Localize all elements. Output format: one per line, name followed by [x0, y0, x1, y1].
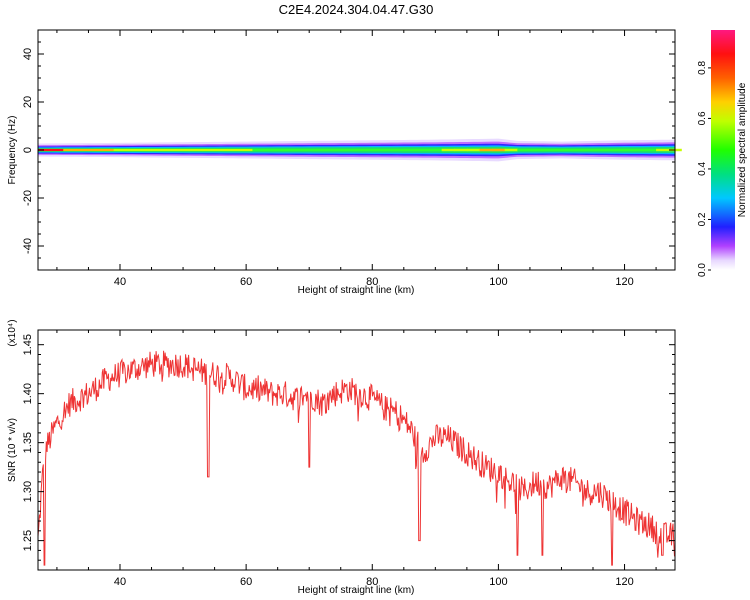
spectrogram-core-cell — [340, 148, 354, 152]
spectrogram-core-cell — [113, 148, 127, 152]
spectrogram-core-cell — [302, 148, 317, 152]
spectrogram-x-tick-label: 60 — [240, 276, 252, 288]
spectrogram-ticks: 40 60 80 100 120 -40 -20 0 20 40 — [22, 30, 675, 288]
colorbar-ticks: 0.0 0.2 0.4 0.6 0.8 — [697, 61, 711, 277]
spectrogram-core-cell — [63, 148, 77, 152]
spectrogram-core-cell — [416, 148, 430, 152]
spectrogram-core-cell — [365, 148, 380, 152]
spectrogram-x-tick-label: 80 — [366, 276, 378, 288]
snr-y-tick-label: 1.35 — [22, 432, 34, 453]
spectrogram-core-cell — [454, 148, 468, 152]
colorbar: 0.0 0.2 0.4 0.6 0.8 Normalized spectral ampl… — [697, 30, 748, 277]
spectrogram-core-cell — [214, 148, 228, 152]
spectrogram-core-cell — [277, 148, 291, 152]
spectrogram-y-tick-label: -20 — [22, 190, 34, 206]
spectrogram-core-cell — [88, 148, 102, 152]
spectrogram-core-cell — [466, 148, 480, 152]
snr-x-tick-label: 60 — [240, 576, 252, 588]
spectrogram-core-cell — [403, 148, 417, 152]
spectrogram-core-cell — [189, 148, 203, 152]
snr-x-tick-label: 40 — [114, 576, 126, 588]
spectrogram-core-cell — [504, 148, 518, 152]
spectrogram-x-axis-label: Height of straight line (km) — [298, 285, 415, 296]
colorbar-label: Normalized spectral amplitude — [737, 82, 748, 217]
spectrogram-core-cell — [643, 148, 657, 152]
snr-ticks: 40 60 80 100 120 1.25 1.30 1.35 1.40 1.45 — [22, 330, 675, 588]
colorbar-tick-label: 0.6 — [697, 111, 708, 125]
colorbar-tick-label: 0.4 — [697, 162, 708, 176]
spectrogram-band — [38, 138, 682, 162]
snr-y-tick-label: 1.40 — [22, 383, 34, 404]
snr-panel: 40 60 80 100 120 1.25 1.30 1.35 1.40 1.45 Height … — [7, 319, 676, 596]
figure-title: C2E4.2024.304.04.47.G30 — [279, 2, 434, 17]
snr-x-tick-label: 80 — [366, 576, 378, 588]
spectrogram-core-cell — [378, 148, 392, 152]
spectrogram-core-cell — [567, 148, 581, 152]
spectrogram-core-cell — [227, 148, 241, 152]
spectrogram-core-cell — [138, 148, 153, 152]
spectrogram-core-cell — [126, 148, 140, 152]
spectrogram-core-cell — [429, 148, 443, 152]
spectrogram-y-axis-label: Frequency (Hz) — [7, 116, 18, 185]
spectrogram-core-cell — [38, 148, 52, 152]
spectrogram-frame — [37, 29, 676, 271]
spectrogram-core-cell — [542, 148, 556, 152]
snr-frame — [37, 329, 676, 571]
spectrogram-core-cell — [50, 148, 64, 152]
spectrogram-core-cell — [441, 148, 455, 152]
snr-x-axis-label: Height of straight line (km) — [298, 585, 415, 596]
spectrogram-core-cell — [265, 148, 279, 152]
spectrogram-y-tick-label: 0 — [22, 147, 34, 153]
spectrogram-core-cell — [630, 148, 644, 152]
spectrogram-core-cell — [101, 148, 115, 152]
colorbar-tick-label: 0.0 — [697, 263, 708, 277]
snr-y-tick-label: 1.45 — [22, 334, 34, 355]
spectrogram-core-cell — [391, 148, 405, 152]
snr-plot-area — [38, 330, 675, 570]
spectrogram-core-cell — [605, 148, 619, 152]
spectrogram-y-tick-label: 20 — [22, 96, 34, 108]
spectrogram-core-cell — [151, 148, 165, 152]
spectrogram-core-cell — [618, 148, 632, 152]
spectrogram-x-tick-label: 40 — [114, 276, 126, 288]
snr-y-axis-label: SNR (10 * v/v) — [7, 418, 18, 482]
spectrogram-panel: 40 60 80 100 120 -40 -20 0 20 40 Height of straig… — [7, 29, 682, 296]
spectrogram-core-cell — [290, 148, 304, 152]
colorbar-tick-label: 0.2 — [697, 212, 708, 226]
spectrogram-core-cell — [555, 148, 569, 152]
spectrogram-core-cell — [593, 148, 607, 152]
spectrogram-core-cell — [252, 148, 266, 152]
spectrogram-x-tick-label: 120 — [615, 276, 633, 288]
snr-x-tick-label: 100 — [489, 576, 507, 588]
spectrogram-y-tick-label: 40 — [22, 48, 34, 60]
colorbar-gradient — [711, 30, 735, 270]
spectrogram-core-cell — [580, 148, 594, 152]
spectrogram-core-cell — [75, 148, 89, 152]
spectrogram-core-cell — [656, 148, 670, 152]
spectrogram-core-cell — [479, 148, 493, 152]
spectrogram-core-cell — [517, 148, 531, 152]
snr-x-tick-label: 120 — [615, 576, 633, 588]
colorbar-tick-label: 0.8 — [697, 61, 708, 75]
spectrogram-core-cell — [315, 148, 329, 152]
spectrogram-y-tick-label: -40 — [22, 238, 34, 254]
snr-y-tick-label: 1.30 — [22, 481, 34, 502]
spectrogram-core-cell — [164, 148, 178, 152]
spectrogram-core-cell — [328, 148, 342, 152]
spectrogram-core-cell — [201, 148, 216, 152]
snr-y-tick-label: 1.25 — [22, 530, 34, 551]
spectrogram-core-cell — [353, 148, 367, 152]
spectrogram-core-cell — [176, 148, 190, 152]
snr-y-multiplier: (x10⁴) — [7, 319, 18, 346]
spectrogram-core-cell — [529, 148, 544, 152]
spectrogram-x-tick-label: 100 — [489, 276, 507, 288]
snr-series-line — [38, 350, 675, 566]
spectrogram-core-cell — [239, 148, 253, 152]
spectrogram-core-cell — [492, 148, 506, 152]
